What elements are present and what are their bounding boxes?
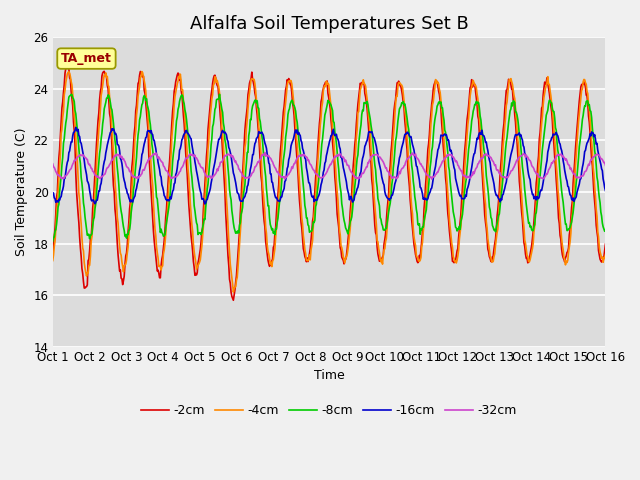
Line: -2cm: -2cm <box>52 68 605 300</box>
-32cm <box>59 176 67 181</box>
-4cm <box>398 82 406 88</box>
-4cm <box>49 258 56 264</box>
-16cm <box>49 190 56 195</box>
-4cm <box>202 184 209 190</box>
-2cm <box>230 298 237 303</box>
-8cm <box>413 211 421 216</box>
-2cm <box>602 241 609 247</box>
Line: -4cm: -4cm <box>52 72 605 292</box>
-16cm <box>414 169 422 175</box>
-2cm <box>398 88 406 94</box>
-8cm <box>397 103 404 109</box>
-2cm <box>116 267 124 273</box>
-4cm <box>602 252 609 257</box>
Y-axis label: Soil Temperature (C): Soil Temperature (C) <box>15 128 28 256</box>
-16cm <box>72 124 79 130</box>
Line: -16cm: -16cm <box>52 127 605 204</box>
-4cm <box>230 289 237 295</box>
-8cm <box>216 91 223 97</box>
-32cm <box>201 170 209 176</box>
-32cm <box>397 168 404 173</box>
-8cm <box>201 216 209 222</box>
-32cm <box>49 161 56 167</box>
-32cm <box>172 174 180 180</box>
-32cm <box>602 163 609 168</box>
Legend: -2cm, -4cm, -8cm, -16cm, -32cm: -2cm, -4cm, -8cm, -16cm, -32cm <box>136 399 522 422</box>
-4cm <box>138 69 146 74</box>
-32cm <box>116 154 124 160</box>
-8cm <box>49 239 56 244</box>
-2cm <box>202 168 209 174</box>
-2cm <box>63 65 70 71</box>
Title: Alfalfa Soil Temperatures Set B: Alfalfa Soil Temperatures Set B <box>189 15 468 33</box>
-8cm <box>602 227 609 232</box>
-2cm <box>59 99 67 105</box>
Line: -8cm: -8cm <box>52 94 605 241</box>
-4cm <box>173 84 180 90</box>
-32cm <box>428 176 436 182</box>
-2cm <box>49 254 56 260</box>
-16cm <box>203 197 211 203</box>
-32cm <box>261 150 269 156</box>
-4cm <box>59 114 67 120</box>
-2cm <box>173 75 180 81</box>
-16cm <box>116 156 124 161</box>
-16cm <box>59 187 67 192</box>
-8cm <box>172 128 180 134</box>
-16cm <box>398 145 406 151</box>
-4cm <box>116 243 124 249</box>
-8cm <box>59 154 67 160</box>
-32cm <box>413 155 421 161</box>
X-axis label: Time: Time <box>314 370 344 383</box>
Line: -32cm: -32cm <box>52 153 605 179</box>
-16cm <box>602 188 609 193</box>
-16cm <box>201 201 209 207</box>
-16cm <box>173 170 180 176</box>
Text: TA_met: TA_met <box>61 52 112 65</box>
-4cm <box>414 255 422 261</box>
-8cm <box>116 195 124 201</box>
-2cm <box>414 260 422 265</box>
